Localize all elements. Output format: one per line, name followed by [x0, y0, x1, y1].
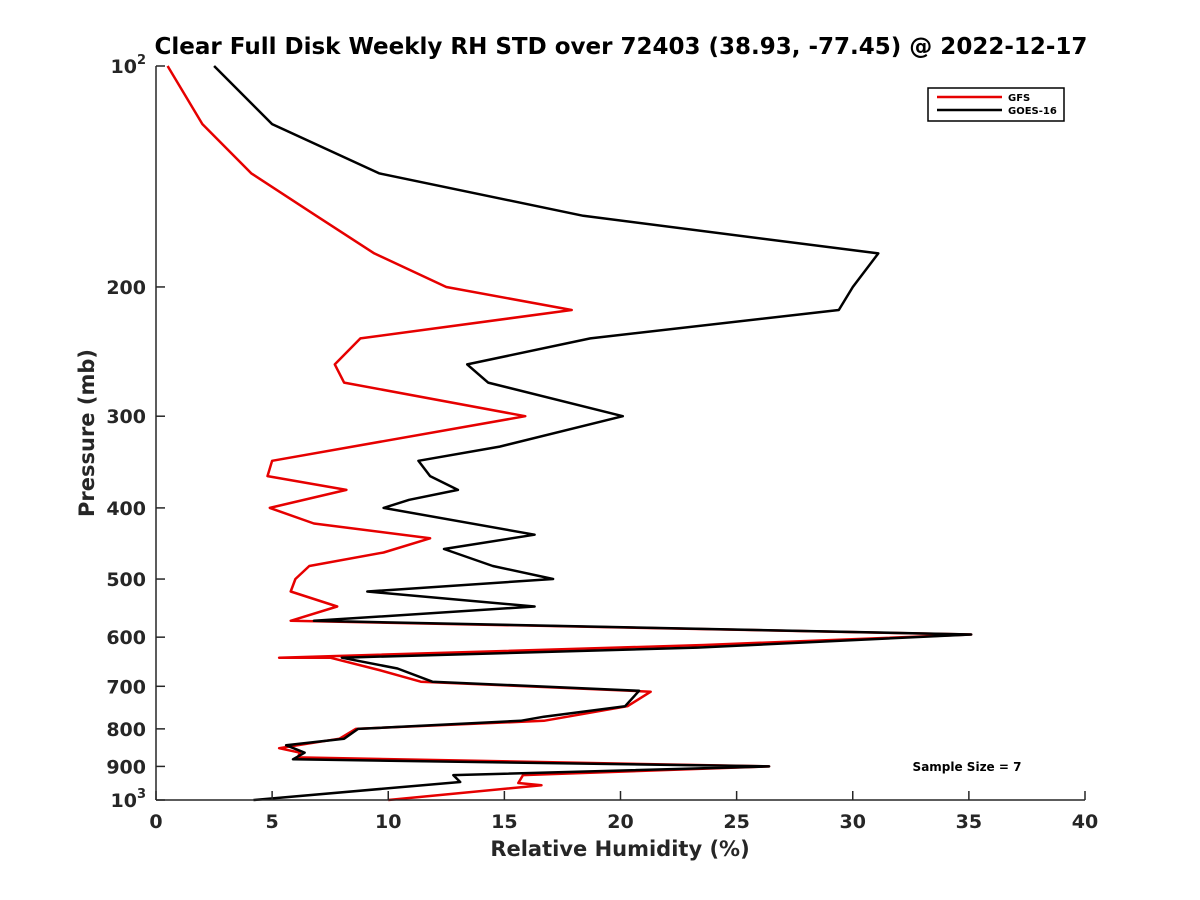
sample-size-annotation: Sample Size = 7 — [913, 760, 1022, 774]
y-tick-label: 500 — [106, 569, 146, 591]
series-line-gfs — [166, 65, 973, 802]
legend: GFS GOES-16 — [927, 87, 1065, 122]
legend-label-gfs: GFS — [1008, 93, 1030, 104]
plot-lines — [166, 65, 973, 802]
x-axis-label: Relative Humidity (%) — [490, 837, 749, 861]
x-tick-label: 40 — [1072, 811, 1098, 833]
x-axis-ticks: 0 5 10 15 20 25 30 35 40 — [149, 791, 1098, 833]
y-tick-label: 300 — [106, 406, 146, 428]
legend-box — [927, 87, 1065, 122]
y-tick-label: 700 — [106, 676, 146, 698]
y-tick-label: 200 — [106, 277, 146, 299]
y-tick-label: 102 — [111, 53, 147, 78]
y-axis-ticks: 102 200 300 400 500 600 700 800 900 103 — [106, 53, 165, 812]
x-tick-label: 10 — [375, 811, 401, 833]
x-tick-label: 0 — [149, 811, 162, 833]
y-tick-label: 103 — [111, 787, 147, 812]
x-tick-label: 25 — [723, 811, 749, 833]
chart-title: Clear Full Disk Weekly RH STD over 72403… — [155, 34, 1088, 60]
y-tick-label: 900 — [106, 756, 146, 778]
y-tick-label: 800 — [106, 719, 146, 741]
plot-area — [156, 66, 1085, 800]
x-tick-label: 35 — [956, 811, 982, 833]
x-tick-label: 15 — [491, 811, 517, 833]
x-tick-label: 20 — [607, 811, 633, 833]
x-tick-label: 30 — [840, 811, 866, 833]
x-tick-label: 5 — [266, 811, 279, 833]
y-axis-label: Pressure (mb) — [75, 349, 99, 517]
legend-label-goes-16: GOES-16 — [1008, 106, 1057, 117]
y-tick-label: 600 — [106, 627, 146, 649]
series-line-goes-16 — [213, 65, 973, 802]
y-tick-label: 400 — [106, 498, 146, 520]
